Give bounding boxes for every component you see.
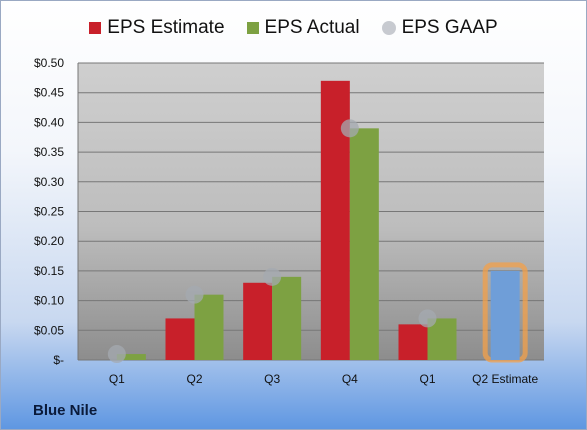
bar-eps-estimate: [165, 318, 195, 360]
legend-item-actual: EPS Actual: [246, 17, 360, 39]
company-name: Blue Nile: [33, 402, 98, 419]
x-tick-label: Q1: [109, 372, 125, 386]
y-tick-label: $0.35: [34, 145, 64, 159]
legend: EPS Estimate EPS Actual EPS GAAP: [1, 17, 586, 39]
bar-estimate-highlight: [490, 270, 520, 360]
y-tick-label: $0.30: [34, 175, 64, 189]
y-tick-label: $0.15: [34, 264, 64, 278]
bar-eps-actual: [194, 294, 224, 360]
legend-swatch-actual: [246, 22, 259, 34]
point-eps-gaap: [340, 119, 359, 138]
legend-label-gaap: EPS GAAP: [401, 17, 498, 38]
legend-item-estimate: EPS Estimate: [89, 17, 225, 39]
y-tick-label: $0.45: [34, 86, 64, 100]
x-tick-label: Q2: [186, 372, 202, 386]
legend-label-actual: EPS Actual: [264, 17, 360, 38]
y-tick-label: $-: [53, 353, 64, 367]
bar-eps-actual: [116, 354, 146, 360]
bar-eps-estimate: [243, 282, 273, 360]
y-tick-label: $0.25: [34, 205, 64, 219]
legend-swatch-estimate: [89, 22, 102, 34]
x-tick-label: Q4: [342, 372, 358, 386]
bar-eps-actual: [272, 276, 302, 360]
y-tick-label: $0.40: [34, 115, 64, 129]
point-eps-gaap: [263, 267, 282, 286]
y-tick-label: $0.50: [34, 56, 64, 70]
point-eps-gaap: [107, 345, 126, 364]
legend-item-gaap: EPS GAAP: [381, 17, 498, 39]
y-tick-label: $0.20: [34, 234, 64, 248]
y-tick-label: $0.05: [34, 323, 64, 337]
legend-label-estimate: EPS Estimate: [107, 17, 225, 38]
point-eps-gaap: [185, 285, 204, 304]
point-eps-gaap: [418, 309, 437, 328]
x-tick-label: Q2 Estimate: [472, 372, 538, 386]
x-tick-label: Q1: [419, 372, 435, 386]
bar-eps-actual: [349, 128, 379, 360]
legend-swatch-gaap: [381, 21, 396, 35]
bar-eps-estimate: [398, 324, 428, 360]
y-tick-label: $0.10: [34, 294, 64, 308]
x-tick-label: Q3: [264, 372, 280, 386]
